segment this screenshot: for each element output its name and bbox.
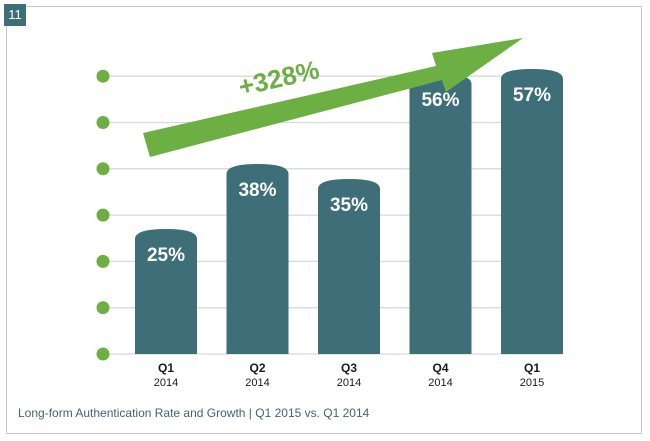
up-trend-arrow-icon — [143, 38, 523, 157]
chart-caption: Long-form Authentication Rate and Growth… — [18, 406, 370, 420]
bars: 25% Q1 2014 38% Q2 2014 35% Q3 2014 56% Q4 2014 57% Q… — [135, 69, 563, 389]
bar-value-label: 38% — [238, 180, 276, 201]
x-tick-quarter: Q4 — [432, 361, 448, 375]
page-number-badge: 11 — [4, 4, 26, 26]
x-tick-quarter: Q1 — [524, 361, 540, 375]
grid-dot — [96, 69, 110, 83]
x-tick-quarter: Q2 — [249, 361, 265, 375]
grid-dot — [96, 301, 110, 315]
x-tick-quarter: Q1 — [158, 361, 174, 375]
bar — [135, 229, 197, 354]
chart-frame — [6, 6, 642, 434]
bar-value-label: 57% — [513, 85, 551, 106]
bar — [318, 179, 380, 354]
x-tick-year: 2014 — [337, 377, 361, 389]
bar — [501, 69, 563, 354]
x-tick-year: 2015 — [520, 377, 544, 389]
grid-dot — [96, 208, 110, 222]
grid-dot — [96, 162, 110, 176]
grid-dot — [96, 347, 110, 361]
bar-value-label: 56% — [421, 90, 459, 111]
x-tick-year: 2014 — [428, 377, 452, 389]
grid-dot — [96, 116, 110, 129]
bar-value-label: 25% — [147, 245, 185, 266]
x-tick-quarter: Q3 — [341, 361, 357, 375]
bar-value-label: 35% — [330, 195, 368, 216]
x-tick-year: 2014 — [245, 377, 269, 389]
growth-label: +328% — [236, 54, 322, 102]
grid-dot — [96, 254, 110, 268]
bar — [409, 74, 472, 354]
x-tick-year: 2014 — [154, 377, 178, 389]
bar — [226, 164, 289, 354]
